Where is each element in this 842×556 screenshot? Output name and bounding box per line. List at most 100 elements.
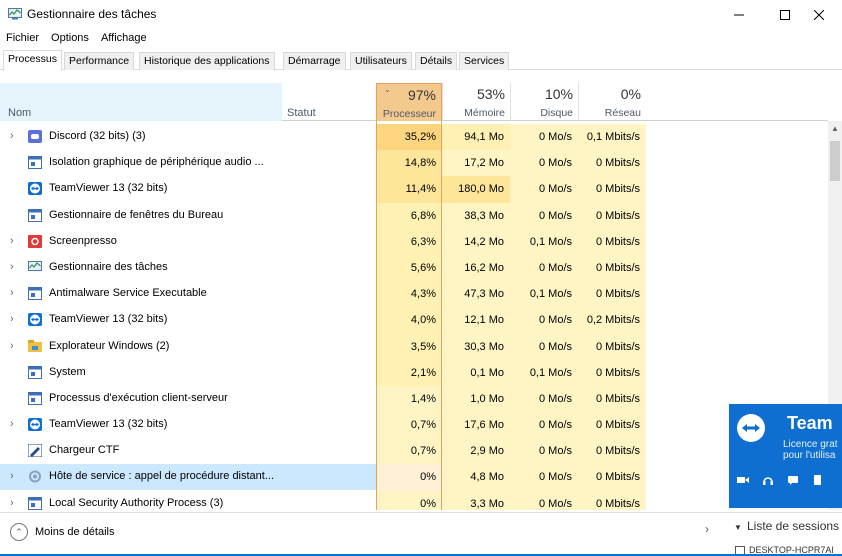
expand-chevron-icon[interactable]: › bbox=[10, 260, 14, 273]
network-total: 0% bbox=[620, 86, 641, 102]
cpu-value: 35,2% bbox=[376, 124, 442, 151]
chat-icon[interactable] bbox=[787, 474, 799, 486]
expand-chevron-icon[interactable]: › bbox=[10, 313, 14, 326]
teamviewer-logo-icon bbox=[737, 414, 765, 442]
teamviewer-license-line1: Licence grat bbox=[783, 439, 838, 450]
process-name: Local Security Authority Process (3) bbox=[49, 496, 224, 509]
disk-value: 0 Mo/s bbox=[510, 490, 578, 510]
session-computer-name[interactable]: DESKTOP-HCPR7AI bbox=[749, 545, 834, 555]
net-value: 0,2 Mbits/s bbox=[578, 307, 646, 334]
mem-value: 94,1 Mo bbox=[442, 124, 510, 151]
minimize-button[interactable] bbox=[716, 0, 762, 30]
teamviewer-popup[interactable]: Team Licence grat pour l'utilisa bbox=[729, 404, 842, 508]
chevron-up-icon[interactable]: ⌃ bbox=[10, 523, 28, 541]
process-row[interactable]: Chargeur CTF 0,7% 2,9 Mo 0 Mo/s 0 Mbits/s bbox=[0, 438, 828, 465]
name-column-header[interactable] bbox=[0, 83, 282, 121]
cpu-value: 0% bbox=[376, 490, 442, 510]
disk-label: Disque bbox=[540, 107, 573, 119]
file-icon[interactable] bbox=[812, 474, 824, 486]
tab-demarrage[interactable]: Démarrage bbox=[283, 52, 346, 70]
process-row[interactable]: Isolation graphique de périphérique audi… bbox=[0, 150, 828, 177]
expand-chevron-icon[interactable]: › bbox=[10, 418, 14, 431]
fewer-details-link[interactable]: Moins de détails bbox=[35, 526, 115, 538]
disk-column-header[interactable]: 10% Disque bbox=[510, 83, 578, 121]
net-value: 0 Mbits/s bbox=[578, 202, 646, 229]
expand-chevron-icon[interactable]: › bbox=[10, 496, 14, 509]
mem-value: 38,3 Mo bbox=[442, 202, 510, 229]
expand-chevron-icon[interactable]: › bbox=[10, 470, 14, 483]
sessions-list-label[interactable]: Liste de sessions bbox=[747, 519, 840, 533]
expand-chevron-icon[interactable]: › bbox=[10, 339, 14, 352]
discord-icon bbox=[28, 130, 42, 143]
tab-utilisateurs[interactable]: Utilisateurs bbox=[350, 52, 412, 70]
mem-value: 0,1 Mo bbox=[442, 359, 510, 386]
name-column-label: Nom bbox=[8, 107, 32, 119]
mem-value: 47,3 Mo bbox=[442, 281, 510, 308]
column-header: Nom Statut ⌄ 97% Processeur 53% Mémoire … bbox=[0, 83, 828, 121]
expand-chevron-icon[interactable]: › bbox=[10, 130, 14, 142]
menu-fichier[interactable]: Fichier bbox=[6, 32, 40, 44]
teamviewer-license-line2: pour l'utilisa bbox=[783, 450, 836, 461]
disk-value: 0 Mo/s bbox=[510, 124, 578, 151]
ctf-loader-icon bbox=[28, 444, 42, 458]
cpu-value: 2,1% bbox=[376, 359, 442, 386]
screenpresso-icon bbox=[28, 234, 42, 248]
process-row[interactable]: › Explorateur Windows (2) 3,5% 30,3 Mo 0 Mo/… bbox=[0, 333, 828, 360]
close-button[interactable] bbox=[796, 0, 842, 30]
mem-value: 2,9 Mo bbox=[442, 438, 510, 465]
net-value: 0 Mbits/s bbox=[578, 464, 646, 491]
maximize-button[interactable] bbox=[762, 0, 808, 30]
expand-chevron-icon[interactable]: › bbox=[10, 287, 14, 300]
tab-processus[interactable]: Processus bbox=[3, 50, 63, 71]
headset-icon[interactable] bbox=[762, 474, 774, 486]
cpu-label: Processeur bbox=[382, 108, 436, 120]
cpu-value: 0,7% bbox=[376, 438, 442, 465]
process-name: Isolation graphique de périphérique audi… bbox=[49, 156, 264, 169]
expand-chevron-icon[interactable]: › bbox=[10, 234, 14, 247]
process-row[interactable]: › Antimalware Service Executable 4,3% 47,3 … bbox=[0, 281, 828, 308]
disk-value: 0 Mo/s bbox=[510, 307, 578, 334]
menu-options[interactable]: Options bbox=[51, 32, 89, 44]
tab-historique[interactable]: Historique des applications bbox=[139, 52, 275, 70]
video-icon[interactable] bbox=[737, 474, 749, 486]
task-manager-icon bbox=[8, 8, 22, 20]
folder-icon bbox=[28, 339, 42, 352]
minimize-icon bbox=[734, 14, 744, 16]
cpu-column-header[interactable]: ⌄ 97% Processeur bbox=[376, 83, 442, 121]
scroll-up-icon[interactable]: ▲ bbox=[831, 124, 839, 133]
app-window-icon bbox=[28, 287, 42, 301]
net-value: 0 Mbits/s bbox=[578, 228, 646, 255]
memory-column-header[interactable]: 53% Mémoire bbox=[442, 83, 510, 121]
process-row[interactable]: › TeamViewer 13 (32 bits) 4,0% 12,1 Mo 0 Mo/… bbox=[0, 307, 828, 334]
disk-value: 0 Mo/s bbox=[510, 385, 578, 413]
tab-performance[interactable]: Performance bbox=[64, 52, 135, 70]
process-name: Processus d'exécution client-serveur bbox=[49, 391, 228, 404]
disk-value: 0 Mo/s bbox=[510, 464, 578, 491]
status-column-header[interactable]: Statut bbox=[287, 107, 316, 119]
process-row[interactable]: › Gestionnaire des tâches 5,6% 16,2 Mo 0 Mo/… bbox=[0, 254, 828, 282]
network-column-header[interactable]: 0% Réseau bbox=[578, 83, 646, 121]
process-row[interactable]: › TeamViewer 13 (32 bits) 0,7% 17,6 Mo 0 Mo/… bbox=[0, 412, 828, 439]
tab-details[interactable]: Détails bbox=[415, 52, 458, 70]
sort-down-icon: ⌄ bbox=[384, 85, 391, 94]
net-value: 0 Mbits/s bbox=[578, 176, 646, 203]
tab-services[interactable]: Services bbox=[459, 52, 510, 70]
process-row[interactable]: TeamViewer 13 (32 bits) 11,4% 180,0 Mo 0 Mo… bbox=[0, 176, 828, 203]
process-row[interactable]: › Discord (32 bits) (3) 35,2% 94,1 Mo 0 Mo/s… bbox=[0, 124, 828, 151]
process-row[interactable]: Gestionnaire de fenêtres du Bureau 6,8% 38… bbox=[0, 202, 828, 229]
teamviewer-icon bbox=[28, 313, 42, 327]
process-row[interactable]: › Local Security Authority Process (3) 0% 3… bbox=[0, 490, 828, 510]
chevron-right-icon[interactable]: › bbox=[705, 522, 709, 536]
app-window-icon bbox=[28, 156, 42, 170]
process-row[interactable]: › Screenpresso 6,3% 14,2 Mo 0,1 Mo/s 0 Mbits/… bbox=[0, 228, 828, 255]
maximize-icon bbox=[780, 10, 790, 20]
process-row[interactable]: › Hôte de service : appel de procédure di… bbox=[0, 464, 828, 491]
menu-affichage[interactable]: Affichage bbox=[100, 32, 147, 44]
process-row[interactable]: System 2,1% 0,1 Mo 0,1 Mo/s 0 Mbits/s bbox=[0, 359, 828, 386]
process-name: Discord (32 bits) (3) bbox=[49, 130, 146, 142]
dropdown-triangle-icon[interactable]: ▼ bbox=[734, 523, 742, 532]
mem-value: 1,0 Mo bbox=[442, 385, 510, 413]
mem-value: 3,3 Mo bbox=[442, 490, 510, 510]
scroll-thumb[interactable] bbox=[830, 141, 840, 181]
process-row[interactable]: Processus d'exécution client-serveur 1,4%… bbox=[0, 385, 828, 413]
